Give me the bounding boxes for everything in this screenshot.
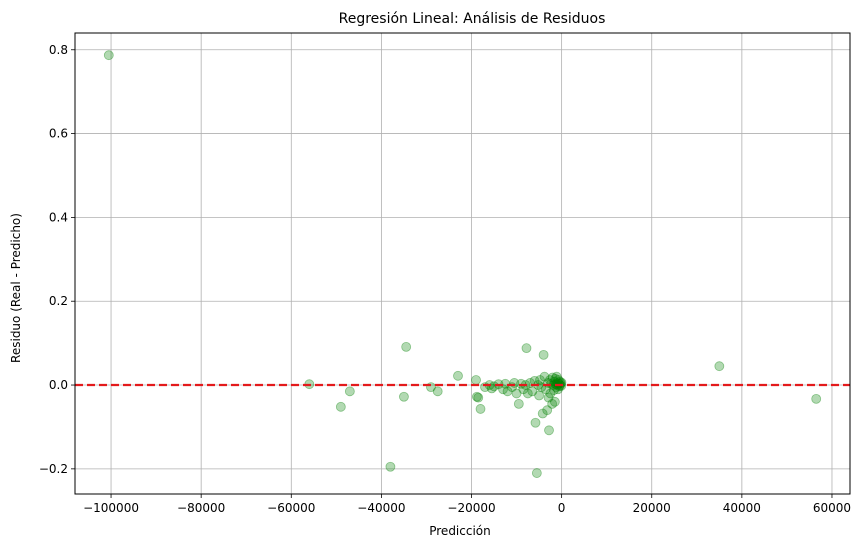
data-point: [542, 405, 553, 416]
data-point: [513, 398, 524, 409]
data-points: [103, 50, 822, 478]
data-point: [486, 383, 497, 394]
data-point: [473, 392, 484, 403]
y-tick-label: −0.2: [39, 462, 68, 476]
x-tick-label: 60000: [813, 501, 851, 515]
data-point: [538, 349, 549, 360]
data-point: [551, 371, 562, 382]
data-point: [534, 390, 544, 401]
x-tick-label: −100000: [83, 501, 139, 515]
data-point: [401, 341, 412, 352]
data-point: [522, 388, 533, 399]
data-point: [335, 401, 346, 412]
data-point: [385, 461, 396, 472]
data-point: [472, 391, 482, 402]
data-point: [530, 417, 541, 428]
data-point: [549, 385, 559, 395]
data-point: [453, 370, 463, 381]
x-axis-label: Predicción: [429, 524, 491, 538]
y-tick-label: 0.8: [49, 43, 68, 57]
y-tick-label: 0.6: [49, 127, 68, 141]
data-point: [432, 386, 443, 397]
data-point: [498, 384, 508, 395]
x-tick-label: −20000: [447, 501, 495, 515]
x-tick-label: 40000: [723, 501, 761, 515]
data-point: [535, 375, 545, 385]
data-point: [103, 50, 114, 61]
data-point: [399, 391, 409, 402]
data-point: [471, 375, 481, 385]
data-point: [344, 386, 355, 397]
data-point: [544, 425, 554, 436]
y-tick-label: 0.0: [49, 378, 68, 392]
data-point: [554, 376, 565, 387]
data-point: [547, 398, 558, 409]
data-point: [543, 392, 554, 403]
data-point: [502, 386, 513, 397]
x-tick-label: −60000: [267, 501, 315, 515]
data-point: [531, 468, 542, 478]
data-point: [521, 343, 532, 354]
data-point: [811, 393, 822, 404]
data-point: [527, 386, 538, 397]
data-point: [549, 376, 560, 387]
x-tick-label: −40000: [357, 501, 405, 515]
data-point: [550, 373, 561, 384]
chart-title: Regresión Lineal: Análisis de Residuos: [339, 11, 606, 27]
data-point: [549, 396, 560, 407]
x-tick-label: 20000: [633, 501, 671, 515]
x-axis: −100000 −80000 −60000 −40000 −20000 0 20000 400…: [83, 494, 851, 515]
data-point: [714, 361, 725, 372]
x-tick-label: −80000: [177, 501, 225, 515]
y-tick-label: 0.4: [49, 210, 68, 224]
y-axis: −0.2 0.0 0.2 0.4 0.6 0.8: [39, 43, 75, 476]
grid: [75, 33, 850, 494]
x-tick-label: 0: [558, 501, 566, 515]
plot-frame: [74, 32, 851, 495]
data-point: [545, 388, 556, 399]
data-point: [547, 372, 558, 383]
y-axis-label: Residuo (Real - Predicho): [9, 213, 23, 363]
data-point: [511, 388, 522, 399]
data-point: [537, 408, 548, 419]
y-tick-label: 0.2: [49, 294, 68, 308]
data-point: [539, 371, 550, 382]
data-point: [475, 404, 486, 414]
